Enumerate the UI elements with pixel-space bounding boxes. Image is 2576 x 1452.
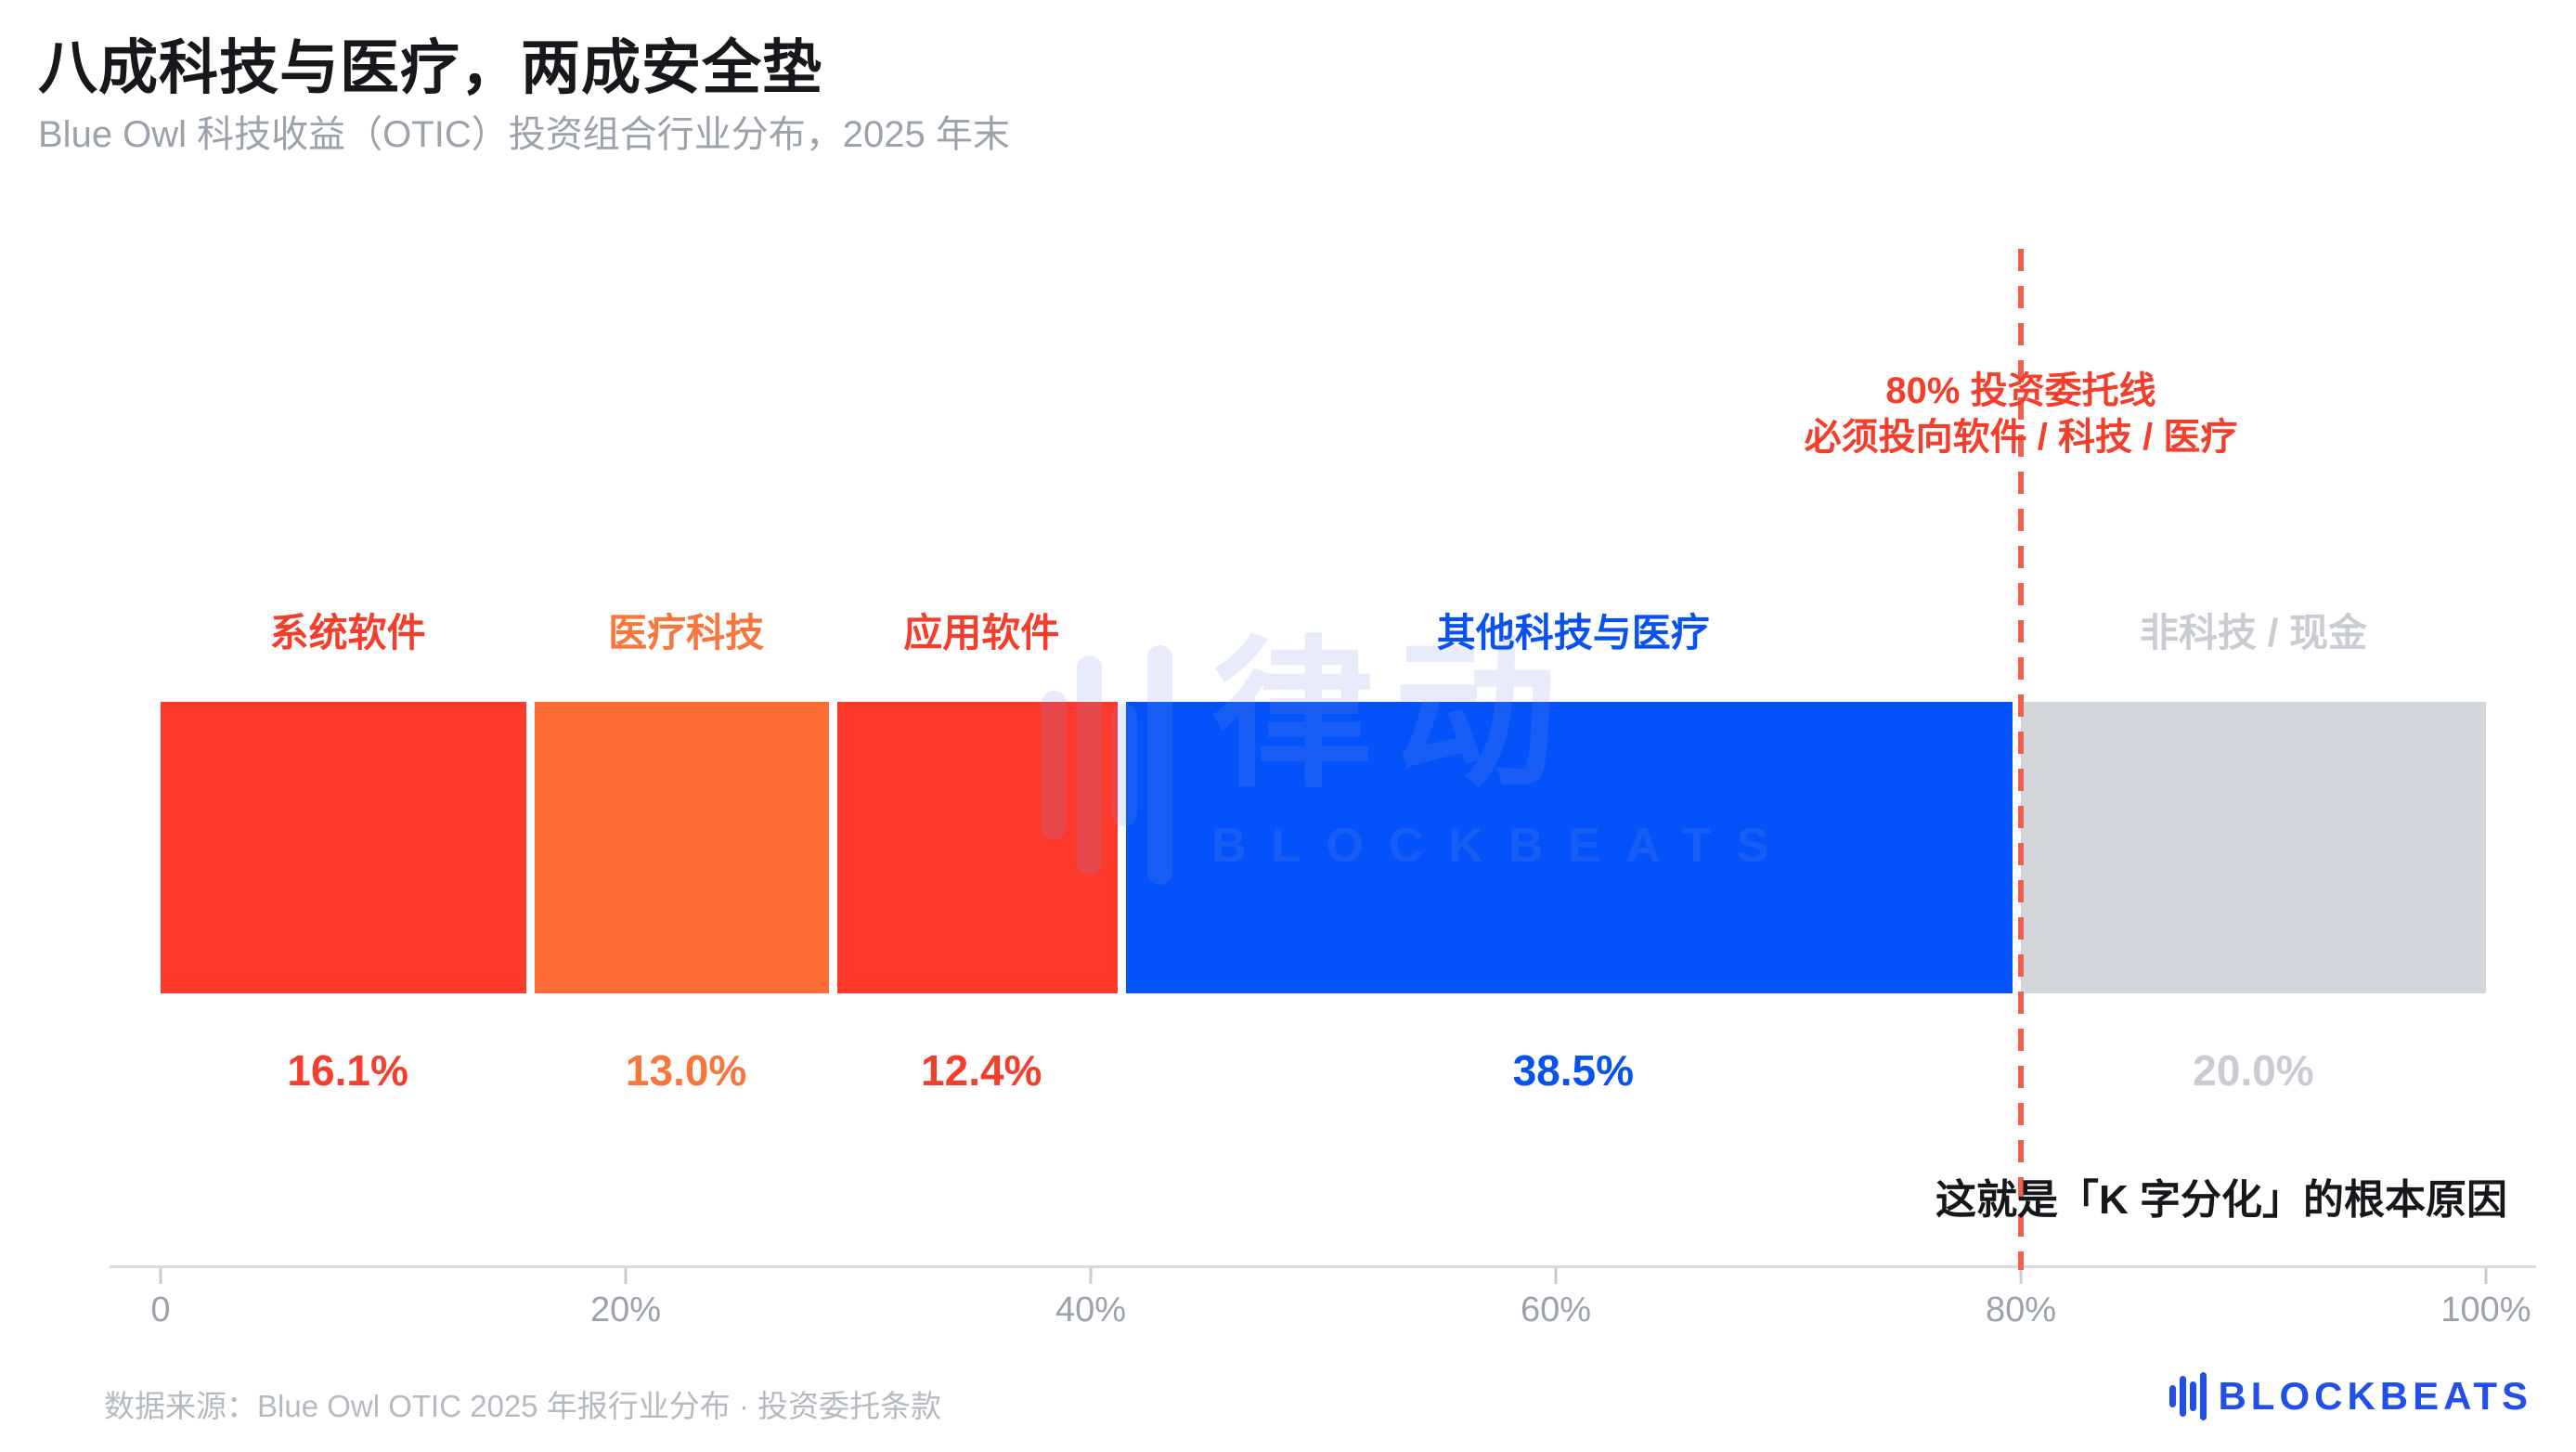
bar-segment — [2021, 702, 2486, 993]
threshold-annotation-line1: 80% 投资委托线 — [1885, 370, 2156, 411]
page-subtitle: Blue Owl 科技收益（OTIC）投资组合行业分布，2025 年末 — [38, 114, 1010, 155]
category-label: 医疗科技 — [608, 611, 765, 655]
threshold-dashed-line — [2018, 249, 2024, 1270]
value-label: 13.0% — [625, 1046, 747, 1095]
category-label: 系统软件 — [269, 611, 426, 655]
data-source-text: 数据来源：Blue Owl OTIC 2025 年报行业分布 · 投资委托条款 — [104, 1389, 942, 1423]
x-axis-tick-label: 0 — [150, 1290, 171, 1329]
bar-segment — [161, 702, 536, 993]
x-axis-tick-mark — [2484, 1268, 2488, 1284]
value-label: 12.4% — [921, 1046, 1042, 1095]
x-axis-line — [110, 1265, 2536, 1268]
page-title: 八成科技与医疗，两成安全垫 — [38, 34, 822, 101]
bar-segment — [1125, 702, 2021, 993]
category-label: 应用软件 — [903, 611, 1060, 655]
category-label: 非科技 / 现金 — [2139, 611, 2368, 655]
x-axis-tick-mark — [159, 1268, 162, 1284]
blockbeats-logo: BLOCKBEATS — [2169, 1370, 2532, 1422]
x-axis-tick-label: 100% — [2440, 1290, 2531, 1329]
blockbeats-logo-text: BLOCKBEATS — [2218, 1374, 2532, 1418]
category-label: 其他科技与医疗 — [1436, 611, 1710, 655]
bar-segment — [535, 702, 837, 993]
x-axis-tick-mark — [624, 1268, 628, 1284]
x-axis-tick-label: 80% — [1985, 1290, 2057, 1329]
plot-area: 系统软件 医疗科技 应用软件 其他科技与医疗 非科技 / 现金 16.1% 13.0% 12… — [150, 0, 2531, 1452]
blockbeats-bars-icon — [2169, 1370, 2207, 1422]
value-label: 20.0% — [2193, 1046, 2314, 1095]
x-axis-tick-mark — [2019, 1268, 2023, 1284]
x-axis-tick-mark — [1089, 1268, 1093, 1284]
value-label: 38.5% — [1512, 1046, 1634, 1095]
bottom-annotation: 这就是「K 字分化」的根本原因 — [1935, 1177, 2507, 1223]
value-label: 16.1% — [287, 1046, 408, 1095]
threshold-annotation: 80% 投资委托线 必须投向软件 / 科技 / 医疗 — [1805, 368, 2238, 460]
bar-segment — [836, 702, 1126, 993]
x-axis-tick-label: 60% — [1520, 1290, 1592, 1329]
x-axis-tick-mark — [1554, 1268, 1558, 1284]
x-axis-tick-label: 20% — [589, 1290, 662, 1329]
x-axis-tick-label: 40% — [1055, 1290, 1127, 1329]
threshold-annotation-line2: 必须投向软件 / 科技 / 医疗 — [1804, 417, 2238, 458]
